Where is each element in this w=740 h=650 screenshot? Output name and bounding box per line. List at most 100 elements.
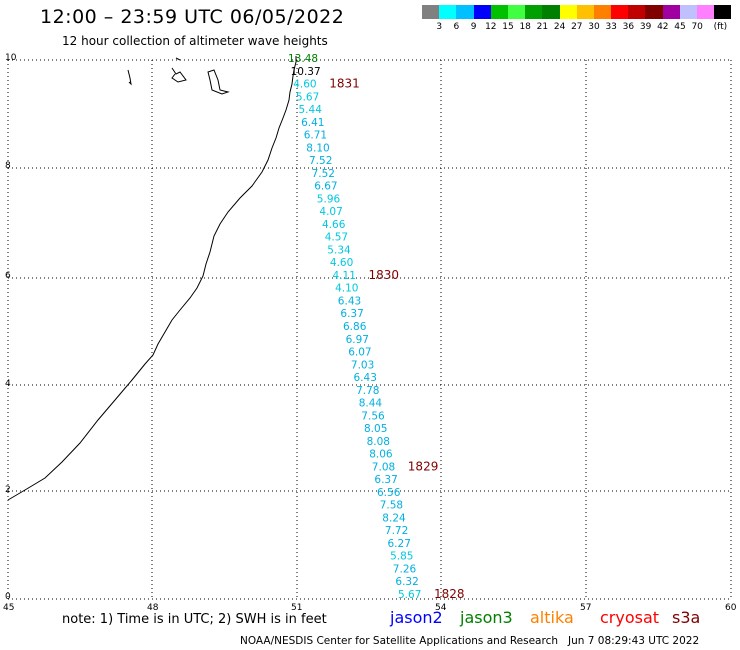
colorbar-label: 3 bbox=[436, 22, 443, 32]
colorbar-swatch bbox=[697, 5, 715, 19]
colorbar-label: 39 bbox=[639, 22, 652, 32]
island-1 bbox=[127, 69, 132, 86]
legend-jason3: jason3 bbox=[460, 608, 513, 627]
swh-value: 7.56 bbox=[361, 410, 385, 422]
island-4 bbox=[175, 57, 181, 61]
ytick-6: 6 bbox=[5, 271, 11, 281]
swh-value: 6.32 bbox=[395, 576, 418, 588]
ytick-8: 8 bbox=[5, 161, 11, 171]
colorbar-swatch bbox=[525, 5, 543, 19]
legend-altika: altika bbox=[530, 608, 574, 627]
swh-value: 4.57 bbox=[325, 232, 348, 244]
swh-value: 7.26 bbox=[393, 564, 417, 576]
colorbar-label: 70 bbox=[691, 22, 703, 32]
swh-value: 6.67 bbox=[314, 181, 337, 193]
swh-value: 4.11 bbox=[333, 270, 356, 282]
swh-value: 6.56 bbox=[377, 487, 401, 499]
map-title: 12:00 – 23:59 UTC 06/05/2022 bbox=[40, 6, 345, 28]
swh-value: 6.07 bbox=[348, 347, 371, 359]
xtick-54: 54 bbox=[435, 603, 447, 613]
swh-value: 8.05 bbox=[364, 423, 387, 435]
swh-value: 8.06 bbox=[369, 449, 393, 461]
swh-value: 6.37 bbox=[340, 308, 363, 320]
colorbar-label: 30 bbox=[588, 22, 600, 32]
swh-track: 13.4810.374.605.675.446.416.718.107.527.… bbox=[288, 53, 421, 601]
swh-value: 7.78 bbox=[356, 385, 379, 397]
swh-value: 4.60 bbox=[330, 257, 353, 269]
colorbar-label: 12 bbox=[485, 22, 497, 32]
coastline bbox=[7, 56, 297, 501]
swh-value: 8.44 bbox=[359, 398, 383, 410]
colorbar-labels: 3 6 9 12 15 18 21 24 27 30 33 36 39 42 45 70 (ft) bbox=[422, 22, 740, 34]
swh-value: 6.37 bbox=[374, 474, 397, 486]
footer-timestamp: Jun 7 08:29:43 UTC 2022 bbox=[568, 635, 700, 647]
swh-value: 7.03 bbox=[351, 359, 374, 371]
colorbar-swatch bbox=[422, 5, 440, 19]
swh-value: 6.71 bbox=[304, 130, 327, 142]
swh-value: 5.44 bbox=[299, 104, 323, 116]
swh-value: 7.58 bbox=[380, 500, 403, 512]
swh-value: 5.85 bbox=[390, 551, 413, 563]
island-3 bbox=[207, 69, 230, 95]
colorbar-label: 45 bbox=[674, 22, 686, 32]
colorbar-swatch bbox=[628, 5, 646, 19]
swh-value: 6.43 bbox=[338, 296, 361, 308]
swh-value: 8.08 bbox=[367, 436, 390, 448]
colorbar-label: 24 bbox=[553, 22, 566, 32]
ytick-10: 10 bbox=[5, 53, 17, 63]
swh-value: 6.43 bbox=[354, 372, 377, 384]
colorbar-swatch bbox=[645, 5, 663, 19]
colorbar-swatch bbox=[593, 5, 612, 19]
swh-value: 4.07 bbox=[319, 206, 342, 218]
ytick-0: 0 bbox=[5, 592, 11, 602]
colorbar-label: 6 bbox=[453, 22, 460, 32]
colorbar-label: 18 bbox=[519, 22, 531, 32]
orbit-number: 1828 bbox=[434, 587, 465, 601]
colorbar-label: 42 bbox=[657, 22, 669, 32]
swh-value: 4.60 bbox=[293, 79, 316, 91]
legend-cryosat: cryosat bbox=[600, 608, 660, 627]
swh-value: 5.67 bbox=[296, 91, 319, 103]
swh-value: 6.27 bbox=[388, 538, 411, 550]
colorbar-swatch bbox=[679, 5, 697, 19]
swh-value: 7.72 bbox=[385, 525, 408, 537]
footnote: note: 1) Time is in UTC; 2) SWH is in fe… bbox=[62, 612, 327, 627]
swh-value: 10.37 bbox=[291, 66, 321, 78]
xtick-45: 45 bbox=[3, 603, 15, 613]
map-grid bbox=[7, 59, 732, 600]
swh-value: 13.48 bbox=[288, 53, 318, 65]
orbit-number: 1829 bbox=[408, 459, 439, 473]
legend-s3a: s3a bbox=[672, 608, 701, 627]
colorbar-label: (ft) bbox=[713, 22, 728, 32]
ytick-2: 2 bbox=[5, 485, 11, 495]
coastline-path bbox=[7, 56, 297, 501]
xtick-48: 48 bbox=[147, 603, 159, 613]
colorbar-label: 33 bbox=[605, 22, 617, 32]
ytick-4: 4 bbox=[5, 379, 11, 389]
swh-value: 6.41 bbox=[301, 117, 324, 129]
footer-credit: NOAA/NESDIS Center for Satellite Applica… bbox=[240, 635, 699, 647]
swh-value: 6.97 bbox=[346, 334, 369, 346]
colorbar-swatch bbox=[559, 5, 577, 19]
footer-credit-text: NOAA/NESDIS Center for Satellite Applica… bbox=[240, 635, 558, 647]
swh-colorbar bbox=[422, 5, 732, 19]
swh-value: 8.24 bbox=[382, 512, 406, 524]
colorbar-swatch bbox=[507, 5, 526, 19]
island-2 bbox=[171, 67, 187, 83]
colorbar-swatch bbox=[439, 5, 457, 19]
orbit-number: 1830 bbox=[369, 268, 400, 282]
map-subtitle: 12 hour collection of altimeter wave hei… bbox=[62, 34, 328, 48]
colorbar-swatch bbox=[576, 5, 594, 19]
xtick-57: 57 bbox=[580, 603, 592, 613]
orbit-number: 1831 bbox=[329, 77, 360, 91]
colorbar-swatch bbox=[456, 5, 474, 19]
colorbar-swatch bbox=[542, 5, 560, 19]
colorbar-swatch bbox=[611, 5, 629, 19]
swh-value: 5.67 bbox=[398, 589, 421, 601]
xtick-51: 51 bbox=[291, 603, 303, 613]
legend-jason2: jason2 bbox=[390, 608, 443, 627]
swh-value: 7.52 bbox=[309, 155, 332, 167]
swh-value: 6.86 bbox=[343, 321, 367, 333]
colorbar-swatch bbox=[473, 5, 491, 19]
